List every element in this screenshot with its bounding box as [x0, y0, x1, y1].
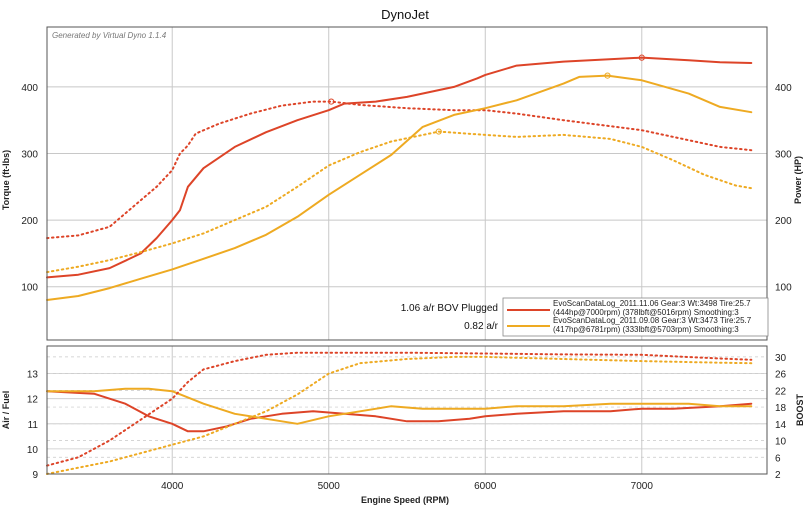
- x-tick-label: 4000: [161, 481, 184, 492]
- peak-marker: [638, 54, 645, 61]
- bottom-right-axis-label: BOOST: [795, 394, 805, 427]
- bottom-left-tick-label: 9: [32, 470, 38, 481]
- tick-labels: 4000 5000 6000 7000 100 100 200 200 300 300 400 400…: [21, 83, 792, 492]
- chart-title: DynoJet: [381, 7, 429, 22]
- bottom-left-tick-label: 11: [28, 420, 39, 431]
- top-right-tick-label: 200: [775, 216, 792, 227]
- bottom-right-tick-label: 6: [775, 453, 781, 464]
- top-series-line-3: [46, 130, 753, 274]
- generator-label: Generated by Virtual Dyno 1.1.4: [52, 31, 167, 40]
- bottom-right-tick-label: 26: [775, 370, 787, 381]
- bottom-right-tick-label: 18: [775, 403, 787, 414]
- bottom-left-tick-label: 10: [27, 445, 39, 456]
- top-plot-frame: [46, 26, 768, 341]
- bottom-series-line-3: [46, 355, 753, 475]
- top-right-axis-label: Power (HP): [793, 156, 803, 204]
- top-series-line-1: [46, 100, 753, 240]
- peak-marker: [435, 128, 442, 135]
- annotation-ar: 0.82 a/r: [464, 321, 499, 332]
- top-series-line-0: [46, 56, 753, 279]
- x-tick-label: 7000: [631, 481, 654, 492]
- bottom-right-tick-label: 2: [775, 470, 781, 481]
- top-left-tick-label: 300: [21, 150, 38, 161]
- legend-entry-2-line1: EvoScanDataLog_2011.09.08 Gear:3 Wt:3473…: [553, 316, 752, 325]
- legend-box: [502, 297, 769, 337]
- legend-entry-2-line2: (417hp@6781rpm) (333lbft@5703rpm) Smooth…: [553, 325, 739, 334]
- bottom-series-line-1: [46, 387, 753, 425]
- top-series-line-2: [46, 74, 753, 301]
- legend: EvoScanDataLog_2011.11.06 Gear:3 Wt:3498…: [502, 297, 769, 337]
- bottom-left-tick-label: 12: [27, 395, 39, 406]
- bottom-right-tick-label: 30: [775, 353, 787, 364]
- legend-entry-1-line1: EvoScanDataLog_2011.11.06 Gear:3 Wt:3498…: [553, 299, 751, 308]
- bottom-series-line-0: [46, 390, 753, 433]
- annotation-bov: 1.06 a/r BOV Plugged: [401, 303, 498, 314]
- x-tick-label: 5000: [318, 481, 341, 492]
- top-right-tick-label: 400: [775, 83, 792, 94]
- top-left-tick-label: 400: [21, 83, 38, 94]
- bottom-right-tick-label: 14: [775, 420, 787, 431]
- top-left-tick-label: 200: [21, 216, 38, 227]
- x-tick-label: 6000: [474, 481, 497, 492]
- top-grid: [47, 27, 767, 340]
- bottom-grid: [47, 346, 767, 475]
- top-left-axis-label: Torque (ft-lbs): [1, 150, 11, 210]
- bottom-right-tick-label: 22: [775, 386, 787, 397]
- bottom-series-group: [46, 351, 753, 475]
- bottom-series-line-2: [46, 351, 753, 467]
- bottom-plot-frame: [46, 345, 768, 475]
- top-right-tick-label: 100: [775, 283, 792, 294]
- top-right-tick-label: 300: [775, 150, 792, 161]
- top-series-group: [46, 54, 753, 301]
- bottom-left-tick-label: 13: [27, 370, 39, 381]
- bottom-right-tick-label: 10: [775, 437, 787, 448]
- top-left-tick-label: 100: [21, 283, 38, 294]
- x-axis-label: Engine Speed (RPM): [361, 495, 449, 505]
- peak-marker: [328, 98, 335, 105]
- bottom-left-axis-label: Air / Fuel: [1, 391, 11, 430]
- peak-marker: [604, 72, 611, 79]
- legend-entry-1-line2: (444hp@7000rpm) (378lbft@5016rpm) Smooth…: [553, 308, 739, 317]
